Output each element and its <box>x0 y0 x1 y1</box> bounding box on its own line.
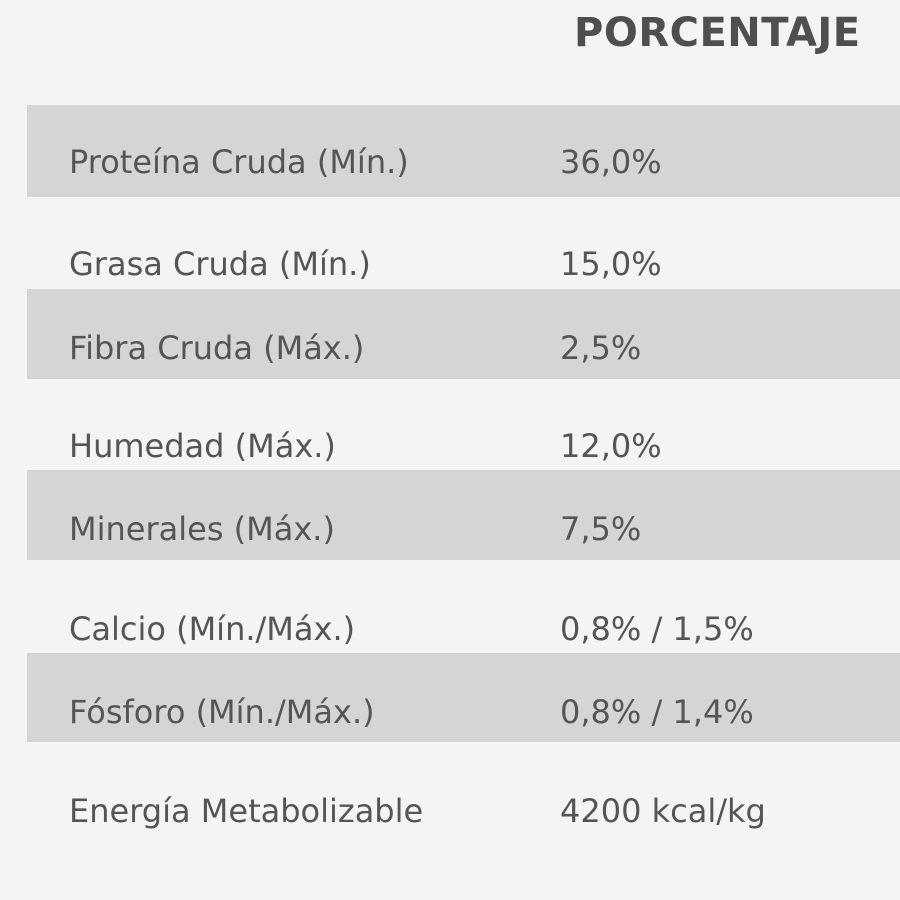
table-header: PORCENTAJE <box>0 0 900 105</box>
row-label: Fósforo (Mín./Máx.) <box>69 693 375 731</box>
row-value: 15,0% <box>560 245 662 283</box>
table-row: Fibra Cruda (Máx.) 2,5% <box>27 289 900 379</box>
row-label: Humedad (Máx.) <box>69 427 336 465</box>
row-value: 4200 kcal/kg <box>560 792 766 830</box>
table-row: Calcio (Mín./Máx.) 0,8% / 1,5% <box>27 560 900 653</box>
row-label: Calcio (Mín./Máx.) <box>69 610 356 648</box>
table-row: Minerales (Máx.) 7,5% <box>27 470 900 560</box>
row-value: 0,8% / 1,4% <box>560 693 754 731</box>
row-value: 36,0% <box>560 143 662 181</box>
table-row: Proteína Cruda (Mín.) 36,0% <box>27 105 900 197</box>
table-row: Grasa Cruda (Mín.) 15,0% <box>27 197 900 289</box>
row-value: 0,8% / 1,5% <box>560 610 754 648</box>
row-label: Grasa Cruda (Mín.) <box>69 245 371 283</box>
table-row: Energía Metabolizable 4200 kcal/kg <box>27 742 900 900</box>
column-header-porcentaje: PORCENTAJE <box>574 10 861 56</box>
table-row: Fósforo (Mín./Máx.) 0,8% / 1,4% <box>27 653 900 742</box>
row-value: 2,5% <box>560 329 642 367</box>
row-label: Fibra Cruda (Máx.) <box>69 329 365 367</box>
table-row: Humedad (Máx.) 12,0% <box>27 379 900 470</box>
row-label: Energía Metabolizable <box>69 792 424 830</box>
row-label: Minerales (Máx.) <box>69 510 335 548</box>
row-value: 7,5% <box>560 510 642 548</box>
row-label: Proteína Cruda (Mín.) <box>69 143 409 181</box>
row-value: 12,0% <box>560 427 662 465</box>
